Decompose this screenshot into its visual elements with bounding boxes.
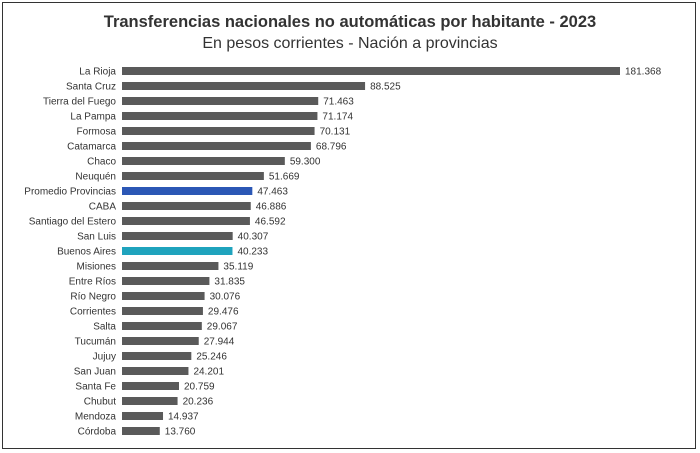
chart-title: Transferencias nacionales no automáticas… — [103, 13, 597, 31]
bar — [122, 157, 285, 165]
bar — [122, 112, 318, 120]
value-label: 51.669 — [269, 172, 300, 183]
category-label: Promedio Provincias — [24, 187, 116, 198]
category-label: Corrientes — [70, 307, 116, 318]
chart-subtitle: En pesos corrientes - Nación a provincia… — [202, 35, 498, 52]
bar — [122, 262, 219, 270]
value-label: 27.944 — [204, 337, 235, 348]
bar — [122, 412, 164, 420]
category-label: San Juan — [74, 367, 116, 378]
bar — [122, 397, 178, 405]
category-label: Formosa — [77, 127, 117, 138]
category-label: Santa Cruz — [66, 82, 116, 93]
bar — [122, 307, 203, 315]
value-label: 70.131 — [320, 127, 351, 138]
value-label: 71.174 — [322, 112, 353, 123]
value-label: 24.201 — [193, 367, 224, 378]
bar — [122, 367, 189, 375]
value-label: 20.236 — [183, 397, 214, 408]
bar — [122, 202, 251, 210]
category-label: Neuquén — [75, 172, 116, 183]
bar — [122, 187, 253, 195]
bar — [122, 82, 366, 90]
bar — [122, 217, 250, 225]
value-label: 71.463 — [323, 97, 354, 108]
category-label: Santa Fe — [75, 382, 116, 393]
value-label: 30.076 — [210, 292, 241, 303]
category-label: Misiones — [77, 262, 116, 273]
category-label: Mendoza — [75, 412, 117, 423]
category-label: La Rioja — [79, 67, 116, 78]
category-label: Tucumán — [75, 337, 116, 348]
category-label: Santiago del Estero — [29, 217, 117, 228]
value-label: 29.067 — [207, 322, 238, 333]
bar — [122, 232, 233, 240]
value-label: 14.937 — [168, 412, 199, 423]
value-label: 181.368 — [625, 67, 662, 78]
value-label: 46.886 — [256, 202, 287, 213]
category-label: La Pampa — [70, 112, 116, 123]
bar — [122, 67, 620, 75]
bar — [122, 247, 233, 255]
bar — [122, 142, 311, 150]
value-label: 13.760 — [165, 427, 196, 438]
category-label: Entre Ríos — [69, 277, 116, 288]
category-label: Buenos Aires — [57, 247, 116, 258]
value-label: 20.759 — [184, 382, 215, 393]
category-label: Córdoba — [78, 427, 117, 438]
bar — [122, 172, 264, 180]
category-label: CABA — [89, 202, 117, 213]
value-label: 29.476 — [208, 307, 239, 318]
value-label: 46.592 — [255, 217, 286, 228]
value-label: 35.119 — [223, 262, 253, 273]
bar — [122, 292, 205, 300]
category-label: Tierra del Fuego — [43, 97, 116, 108]
value-label: 68.796 — [316, 142, 347, 153]
bar — [122, 322, 202, 330]
value-label: 59.300 — [290, 157, 321, 168]
chart-frame — [2, 2, 696, 449]
value-label: 88.525 — [370, 82, 401, 93]
category-label: Catamarca — [67, 142, 116, 153]
value-label: 31.835 — [214, 277, 245, 288]
value-label: 25.246 — [196, 352, 227, 363]
category-label: San Luis — [77, 232, 116, 243]
bar — [122, 427, 160, 435]
category-label: Salta — [93, 322, 116, 333]
value-label: 40.233 — [237, 247, 268, 258]
bar — [122, 352, 192, 360]
bar — [122, 127, 315, 135]
bar — [122, 277, 210, 285]
bar — [122, 97, 319, 105]
value-label: 47.463 — [257, 187, 288, 198]
category-label: Chubut — [84, 397, 116, 408]
value-label: 40.307 — [238, 232, 269, 243]
category-label: Río Negro — [70, 292, 116, 303]
category-label: Jujuy — [93, 352, 116, 363]
bar — [122, 382, 180, 390]
category-label: Chaco — [87, 157, 116, 168]
bar — [122, 337, 199, 345]
